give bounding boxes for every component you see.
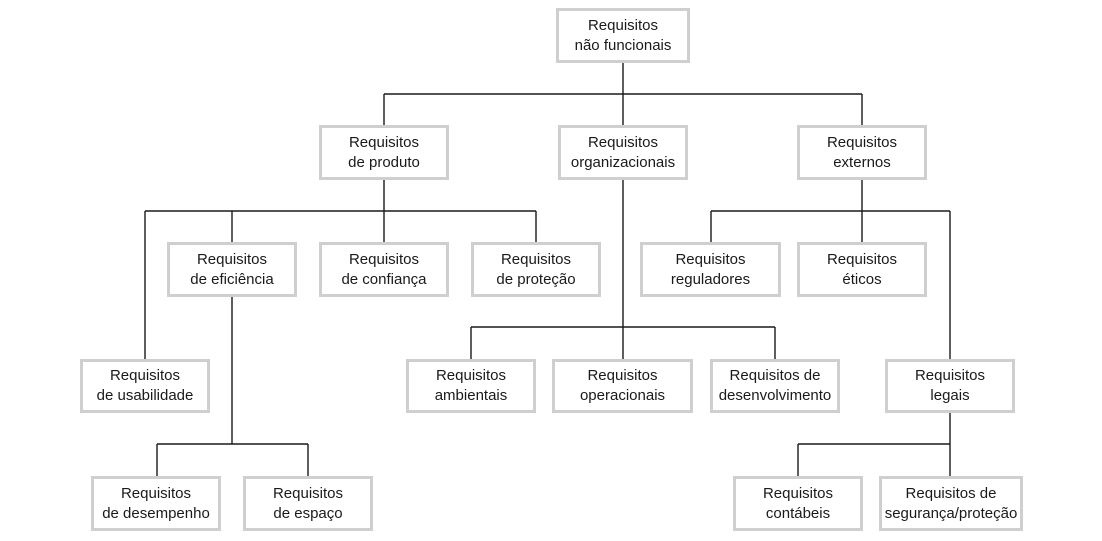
node-label-line2: segurança/proteção	[884, 504, 1018, 522]
node-environmental-requirements: Requisitos ambientais	[406, 359, 536, 413]
node-label-line2: legais	[930, 387, 970, 404]
node-space-requirements: Requisitos de espaço	[243, 476, 373, 531]
node-label-line1: Requisitos	[762, 484, 834, 502]
node-security-requirements: Requisitos de proteção	[471, 242, 601, 297]
node-label-line2: desenvolvimento	[718, 387, 832, 404]
node-label-line1: Requisitos	[272, 484, 344, 502]
node-label-line1: Requisitos	[587, 367, 658, 384]
node-product-requirements: Requisitos de produto	[319, 125, 449, 180]
node-usability-requirements: Requisitos de usabilidade	[80, 359, 210, 413]
node-label-line2: externos	[833, 153, 891, 171]
node-label-line2: de proteção	[496, 270, 576, 288]
node-label-line2: operacionais	[579, 387, 666, 404]
node-label-line1: Requisitos	[348, 250, 420, 268]
node-efficiency-requirements: Requisitos de eficiência	[167, 242, 297, 297]
node-legislative-requirements: Requisitos legais	[885, 359, 1015, 413]
node-dependability-requirements: Requisitos de confiança	[319, 242, 449, 297]
node-label-line2: éticos	[842, 270, 882, 288]
node-label-line1: Requisitos	[196, 250, 268, 268]
node-regulatory-requirements: Requisitos reguladores	[640, 242, 781, 297]
node-label-line2: organizacionais	[570, 153, 676, 171]
node-external-requirements: Requisitos externos	[797, 125, 927, 180]
node-performance-requirements: Requisitos de desempenho	[91, 476, 221, 531]
node-label-line2: de espaço	[273, 504, 343, 522]
node-label-line1: Requisitos	[914, 367, 986, 384]
node-label-line1: Requisitos	[826, 133, 898, 151]
node-label-line1: Requisitos	[675, 250, 746, 268]
node-operational-requirements: Requisitos operacionais	[552, 359, 693, 413]
node-label-line1: Requisitos	[348, 133, 420, 151]
node-label-line2: de confiança	[341, 270, 427, 288]
node-ethical-requirements: Requisitos éticos	[797, 242, 927, 297]
node-nonfunctional-requirements: Requisitos não funcionais	[556, 8, 690, 63]
node-label-line1: Requisitos	[587, 16, 659, 34]
node-safety-requirements: Requisitos de segurança/proteção	[879, 476, 1023, 531]
node-label-line2: ambientais	[434, 387, 508, 404]
node-label-line1: Requisitos	[587, 133, 659, 151]
node-organizational-requirements: Requisitos organizacionais	[558, 125, 688, 180]
node-development-requirements: Requisitos de desenvolvimento	[710, 359, 840, 413]
node-label-line1: Requisitos de	[905, 484, 997, 502]
node-label-line2: de desempenho	[102, 504, 210, 522]
node-label-line1: Requisitos	[500, 250, 572, 268]
node-label-line1: Requisitos	[435, 367, 507, 384]
node-label-line2: não funcionais	[574, 36, 672, 54]
node-label-line1: Requisitos	[120, 484, 192, 502]
node-label-line1: Requisitos	[109, 367, 181, 384]
node-label-line2: reguladores	[670, 270, 751, 288]
node-label-line2: de usabilidade	[96, 387, 194, 404]
node-accounting-requirements: Requisitos contábeis	[733, 476, 863, 531]
node-label-line2: contábeis	[765, 504, 831, 522]
node-label-line2: de eficiência	[190, 270, 274, 288]
node-label-line2: de produto	[348, 153, 420, 171]
node-label-line1: Requisitos de	[729, 367, 821, 384]
node-label-line1: Requisitos	[826, 250, 898, 268]
